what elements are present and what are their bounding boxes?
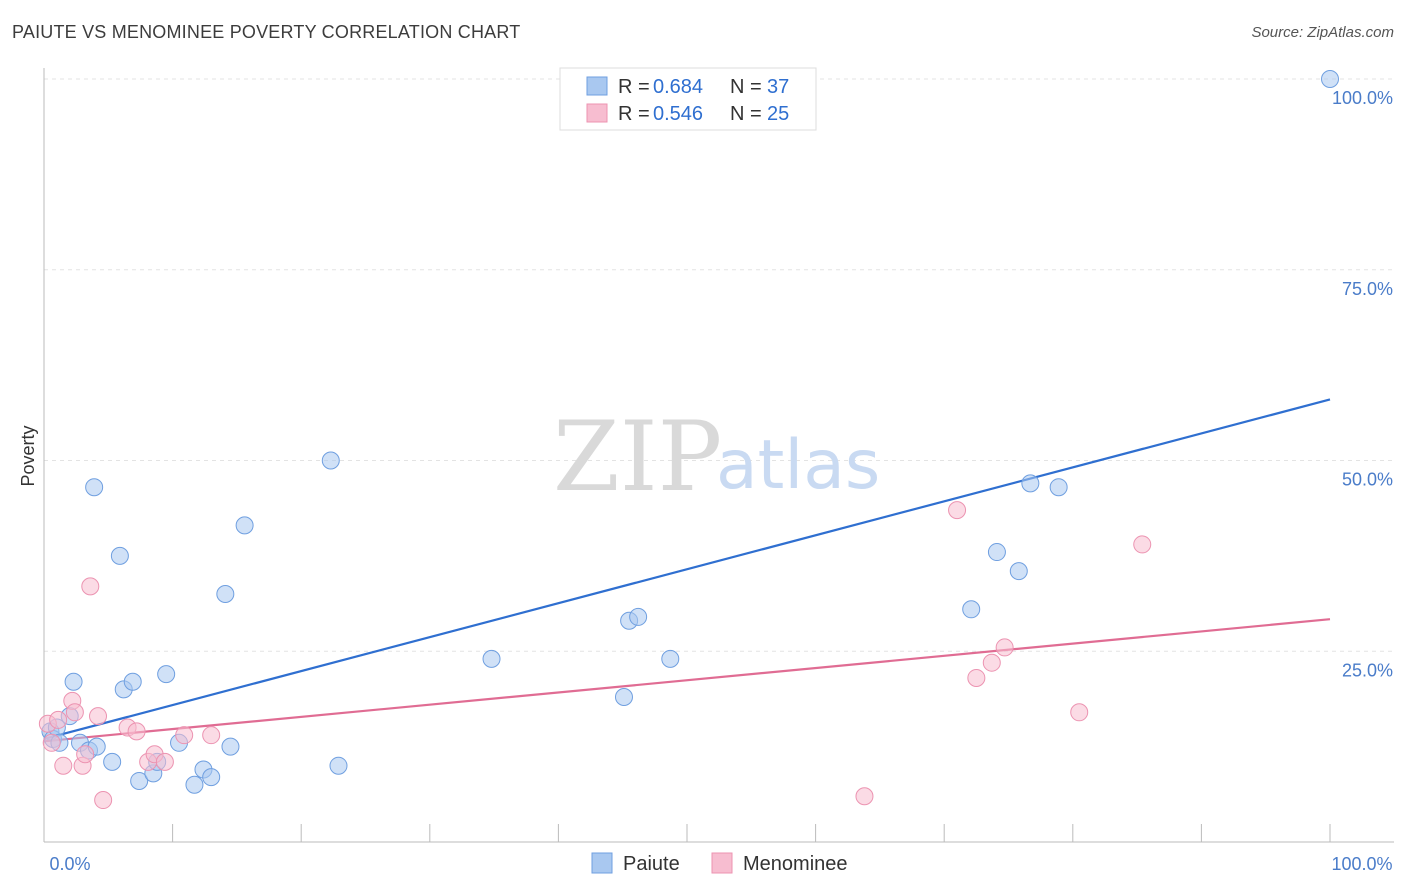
legend-n-value-paiute: 37	[767, 76, 789, 98]
y-tick-label-75: 75.0%	[1342, 279, 1393, 299]
point-menominee-24	[1133, 535, 1152, 554]
point-menominee-7	[76, 745, 95, 764]
legend-r-label-menominee: R =	[618, 103, 650, 125]
point-paiute-10	[103, 752, 122, 771]
point-paiute-37	[1321, 70, 1339, 88]
point-menominee-3	[54, 756, 73, 775]
trendline-menominee	[43, 618, 1331, 743]
point-paiute-14	[130, 771, 149, 790]
point-menominee-8	[81, 577, 100, 596]
point-menominee-10	[94, 791, 113, 810]
legend-r-value-menominee: 0.546	[653, 103, 703, 125]
point-menominee-18	[855, 787, 874, 806]
x-ticks	[172, 824, 1331, 842]
watermark-zip: ZIP	[553, 401, 722, 513]
point-paiute-25	[321, 451, 340, 470]
y-tick-label-50: 50.0%	[1342, 470, 1393, 490]
point-paiute-28	[614, 688, 633, 707]
correlation-legend: R = 0.684 N = 37 R = 0.546 N = 25	[559, 67, 817, 131]
point-menominee-12	[127, 722, 146, 741]
point-paiute-24	[235, 516, 254, 535]
chart-title: PAIUTE VS MENOMINEE POVERTY CORRELATION …	[12, 22, 521, 42]
y-tick-label-25: 25.0%	[1342, 660, 1393, 680]
point-paiute-27	[482, 649, 501, 668]
point-paiute-22	[216, 585, 235, 604]
point-menominee-9	[89, 707, 108, 726]
source-credit: Source: ZipAtlas.com	[1251, 24, 1394, 41]
legend-n-value-menominee: 25	[767, 103, 789, 125]
y-axis-title: Poverty	[18, 425, 38, 486]
series-legend-label-paiute: Paiute	[623, 853, 680, 875]
point-paiute-21	[202, 768, 221, 787]
gridlines	[44, 78, 1394, 652]
legend-n-label-paiute: N =	[730, 76, 762, 98]
series-legend-swatch-menominee	[711, 852, 733, 874]
point-paiute-30	[629, 607, 648, 626]
point-menominee-23	[1070, 703, 1089, 722]
point-menominee-17	[202, 726, 221, 745]
point-paiute-26	[329, 756, 348, 775]
point-paiute-8	[85, 478, 104, 497]
series-legend: Paiute Menominee	[591, 852, 848, 875]
point-paiute-33	[987, 543, 1006, 562]
point-menominee-19	[948, 501, 967, 520]
point-menominee-20	[967, 668, 986, 687]
point-menominee-5	[65, 703, 84, 722]
legend-r-value-paiute: 0.684	[653, 76, 703, 98]
point-menominee-2	[49, 710, 68, 729]
point-paiute-31	[661, 649, 680, 668]
legend-n-label-menominee: N =	[730, 103, 762, 125]
x-tick-label-max: 100.0%	[1331, 854, 1392, 874]
point-menominee-1	[42, 733, 61, 752]
point-menominee-22	[995, 638, 1014, 657]
point-paiute-13	[123, 672, 142, 691]
point-paiute-32	[962, 600, 981, 619]
watermark: ZIP atlas	[553, 401, 880, 513]
watermark-atlas: atlas	[716, 426, 880, 505]
point-menominee-15	[155, 752, 174, 771]
point-paiute-23	[221, 737, 240, 756]
legend-r-label-paiute: R =	[618, 76, 650, 98]
series-legend-label-menominee: Menominee	[743, 853, 848, 875]
point-paiute-11	[110, 546, 129, 565]
trendline-paiute	[43, 398, 1331, 741]
trendlines	[43, 398, 1331, 743]
point-paiute-34	[1009, 562, 1028, 581]
point-paiute-35	[1021, 474, 1040, 493]
point-menominee-21	[982, 653, 1001, 672]
point-paiute-5	[64, 672, 83, 691]
point-paiute-19	[185, 775, 204, 794]
series-legend-swatch-paiute	[591, 852, 613, 874]
point-paiute-36	[1049, 478, 1068, 497]
y-tick-labels: 100.0% 75.0% 50.0% 25.0%	[1332, 88, 1393, 680]
x-tick-label-min: 0.0%	[49, 854, 90, 874]
y-tick-label-100: 100.0%	[1332, 88, 1393, 108]
legend-swatch-menominee	[586, 103, 608, 123]
axes	[43, 68, 1394, 843]
data-points	[38, 70, 1339, 810]
point-menominee-16	[175, 726, 194, 745]
point-paiute-17	[157, 665, 176, 684]
legend-swatch-paiute	[586, 76, 608, 96]
